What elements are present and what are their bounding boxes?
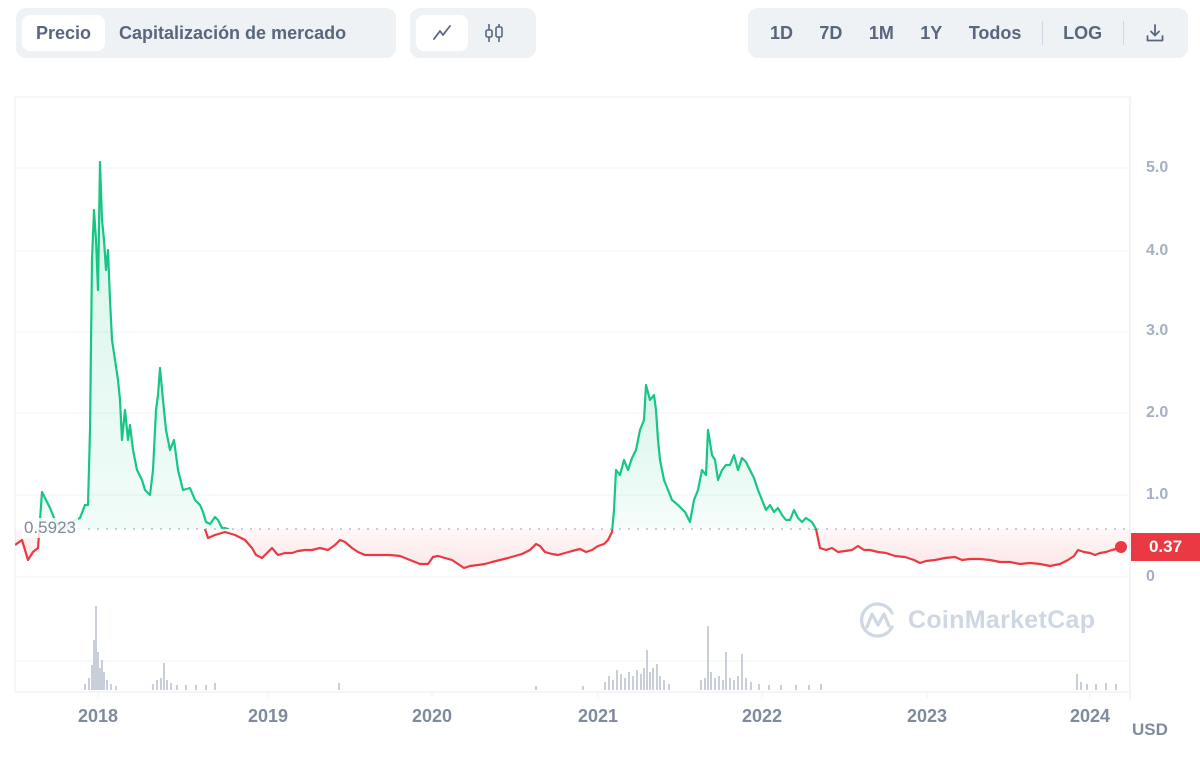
currency-unit-label: USD xyxy=(1132,720,1168,739)
x-tick: 2022 xyxy=(741,706,783,726)
download-button[interactable] xyxy=(1132,15,1178,51)
log-scale-button[interactable]: LOG xyxy=(1063,22,1103,43)
timeframe-selector: 1D 7D 1M 1Y Todos LOG xyxy=(748,8,1188,58)
x-axis-ticks xyxy=(97,692,1091,698)
chart-type-tabs: Precio Capitalización de mercado xyxy=(16,8,396,58)
x-tick: 2023 xyxy=(906,706,948,726)
x-tick: 2024 xyxy=(1069,706,1111,726)
range-1m-button[interactable]: 1M xyxy=(868,22,894,43)
reference-price-label: 0.5923 xyxy=(22,518,78,538)
grid-lines xyxy=(15,167,1130,662)
coinmarketcap-watermark: CoinMarketCap xyxy=(858,598,1095,642)
chart-style-toggle xyxy=(410,8,536,58)
watermark-text: CoinMarketCap xyxy=(908,605,1096,634)
price-series xyxy=(15,160,1130,570)
x-tick: 2018 xyxy=(77,706,119,726)
toolbar-divider xyxy=(1041,21,1043,45)
candlestick-button[interactable] xyxy=(468,15,520,51)
y-tick: 4.0 xyxy=(1146,242,1169,259)
range-1d-button[interactable]: 1D xyxy=(770,22,794,43)
coinmarketcap-logo-icon xyxy=(860,602,894,638)
current-price-dot xyxy=(1115,541,1127,553)
y-tick: 1.0 xyxy=(1146,486,1169,503)
volume-bars xyxy=(84,606,1117,690)
line-chart-button[interactable] xyxy=(416,15,468,51)
line-chart-icon xyxy=(433,25,451,40)
y-tick: 2.0 xyxy=(1146,404,1169,421)
tab-market-cap[interactable]: Capitalización de mercado xyxy=(119,22,347,43)
y-tick: 0 xyxy=(1146,568,1155,585)
range-1y-button[interactable]: 1Y xyxy=(920,22,943,43)
download-icon xyxy=(1146,24,1164,42)
tab-price[interactable]: Precio xyxy=(22,15,106,51)
x-tick: 2019 xyxy=(247,706,289,726)
range-all-button[interactable]: Todos xyxy=(968,22,1022,43)
candlestick-icon xyxy=(485,24,503,42)
y-tick: 5.0 xyxy=(1146,159,1169,176)
y-tick: 3.0 xyxy=(1146,322,1169,339)
x-tick: 2020 xyxy=(411,706,453,726)
toolbar-divider xyxy=(1122,21,1124,45)
current-price-tag: 0.37 xyxy=(1131,533,1200,561)
range-7d-button[interactable]: 7D xyxy=(819,22,843,43)
x-tick: 2021 xyxy=(577,706,619,726)
